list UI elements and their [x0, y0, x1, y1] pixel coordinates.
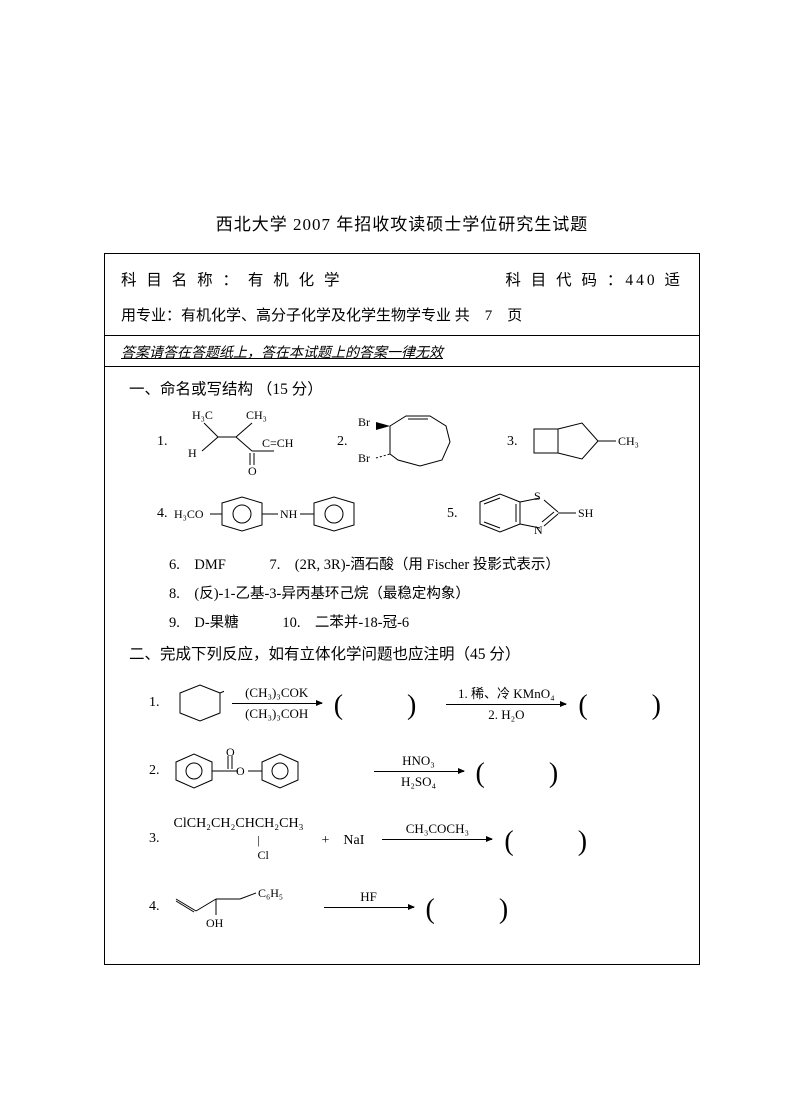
svg-text:Br: Br — [358, 451, 370, 465]
r2-bot: H₂SO₄ — [401, 774, 436, 790]
section-2-heading: 二、完成下列反应，如有立体化学问题也应注明（45 分） — [129, 642, 683, 664]
q6-q7: 6. DMF 7. (2R, 3R)-酒石酸（用 Fischer 投影式表示） — [169, 553, 683, 574]
r2-num: 2. — [149, 763, 160, 779]
q9-q10: 9. D-果糖 10. 二苯并-18-冠-6 — [169, 611, 683, 632]
q3-num: 3. — [507, 434, 518, 450]
header-row-2: 用专业：有机化学、高分子化学及化学生物学专业 共 7 页 — [121, 304, 683, 325]
q10: 10. 二苯并-18-冠-6 — [282, 615, 409, 631]
q8: 8. (反)-1-乙基-3-异丙基环己烷（最稳定构象） — [169, 582, 683, 603]
q3: 3. CH₃ — [507, 417, 654, 467]
svg-text:H₃C: H₃C — [192, 408, 213, 422]
r4-blank: ( ) — [426, 887, 527, 927]
r2-start: O O — [166, 744, 366, 798]
subject-code: 科 目 代 码 ：440 适 — [505, 268, 683, 290]
svg-text:N: N — [534, 523, 543, 537]
svg-text:SH: SH — [578, 506, 594, 520]
section-1-heading: 一、命名或写结构 （15 分） — [129, 377, 683, 399]
svg-text:S: S — [534, 489, 541, 503]
r3-arrow: CH₃COCH₃ — [382, 821, 492, 858]
r3-reagent: ClCH₂CH₂CHCH₂CH₃ |Cl — [174, 816, 304, 863]
q1: 1. H₃C CH₃ H C=CH O — [157, 407, 337, 477]
r1-num: 1. — [149, 695, 160, 711]
r1-step1-top: (CH₃)₃COK — [245, 685, 308, 701]
r3-main: ClCH₂CH₂CHCH₂CH₃ — [174, 816, 304, 832]
reaction-2: 2. O O HNO₃ H₂SO₄ ( ) — [149, 742, 683, 800]
svg-text:NH: NH — [280, 507, 298, 521]
q3-structure: CH₃ — [524, 417, 654, 467]
q5: 5. S N SH — [447, 486, 614, 542]
q2: 2. Br Br — [337, 408, 507, 476]
major-label: 用专业： — [121, 308, 181, 324]
major-text: 有机化学、高分子化学及化学生物学专业 共 7 页 — [181, 308, 522, 324]
reaction-1: 1. Br (CH₃)₃COK (CH₃)₃COH ( ) 1. 稀、冷 KMn… — [149, 674, 683, 732]
r3-blank: ( ) — [504, 819, 605, 859]
structure-row-1: 1. H₃C CH₃ H C=CH O 2. Br Br — [157, 407, 683, 477]
svg-text:H: H — [188, 446, 197, 460]
r3-plus: + NaI — [322, 829, 365, 849]
svg-text:C=CH: C=CH — [262, 436, 294, 450]
r1-blank-1: ( ) — [334, 683, 435, 723]
q5-structure: S N SH — [464, 486, 614, 542]
content-box: 科 目 名 称 ： 有 机 化 学 科 目 代 码 ：440 适 用专业：有机化… — [104, 253, 700, 965]
q2-structure: Br Br — [354, 408, 484, 476]
r1-arrow-2: 1. 稀、冷 KMnO₄ 2. H₂O — [446, 683, 566, 723]
q2-num: 2. — [337, 434, 348, 450]
r2-arrow: HNO₃ H₂SO₄ — [374, 753, 464, 790]
r3-num: 3. — [149, 831, 160, 847]
subject-label: 科 目 名 称 ： — [121, 272, 241, 289]
q4-structure: H₃CO NH — [174, 491, 414, 537]
r1-step1-bot: (CH₃)₃COH — [245, 706, 308, 722]
r1-step2-bot: 2. H₂O — [488, 707, 524, 723]
q6: 6. DMF — [169, 557, 226, 573]
svg-text:CH₃: CH₃ — [246, 408, 267, 422]
r3-top: CH₃COCH₃ — [406, 821, 469, 837]
svg-text:H₃CO: H₃CO — [174, 507, 204, 521]
page-title: 西北大学 2007 年招收攻读硕士学位研究生试题 — [104, 210, 700, 235]
svg-text:C₆H₅: C₆H₅ — [258, 886, 283, 900]
svg-text:OH: OH — [206, 916, 224, 930]
q1-structure: H₃C CH₃ H C=CH O — [174, 407, 314, 477]
r2-blank: ( ) — [476, 751, 577, 791]
q9: 9. D-果糖 — [169, 615, 239, 631]
svg-text:Br: Br — [358, 415, 370, 429]
structure-row-2: 4. H₃CO NH 5. S — [157, 483, 683, 545]
svg-text:O: O — [226, 745, 235, 759]
r1-step2-top: 1. 稀、冷 KMnO₄ — [458, 683, 555, 702]
header-row-1: 科 目 名 称 ： 有 机 化 学 科 目 代 码 ：440 适 — [121, 268, 683, 290]
q7: 7. (2R, 3R)-酒石酸（用 Fischer 投影式表示） — [269, 557, 559, 573]
notice-text: 答案请答在答题纸上，答在本试题上的答案一律无效 — [105, 335, 699, 367]
q5-num: 5. — [447, 506, 458, 522]
r2-top: HNO₃ — [402, 753, 435, 769]
reaction-4: 4. OH C₆H₅ HF ( ) — [149, 878, 683, 936]
r4-num: 4. — [149, 899, 160, 915]
r1-arrow-1: (CH₃)₃COK (CH₃)₃COH — [232, 685, 322, 722]
r1-start: Br — [166, 679, 224, 727]
reaction-3: 3. ClCH₂CH₂CHCH₂CH₃ |Cl + NaI CH₃COCH₃ (… — [149, 810, 683, 868]
r4-top: HF — [360, 889, 377, 905]
svg-text:O: O — [248, 464, 257, 477]
r4-arrow: HF — [324, 889, 414, 926]
r1-blank-2: ( ) — [578, 683, 679, 723]
subject-name: 有 机 化 学 — [248, 272, 343, 289]
svg-text:CH₃: CH₃ — [618, 434, 639, 448]
q4: 4. H₃CO NH — [157, 491, 447, 537]
q1-num: 1. — [157, 434, 168, 450]
q4-num: 4. — [157, 506, 168, 522]
r4-start: OH C₆H₅ — [166, 883, 316, 931]
